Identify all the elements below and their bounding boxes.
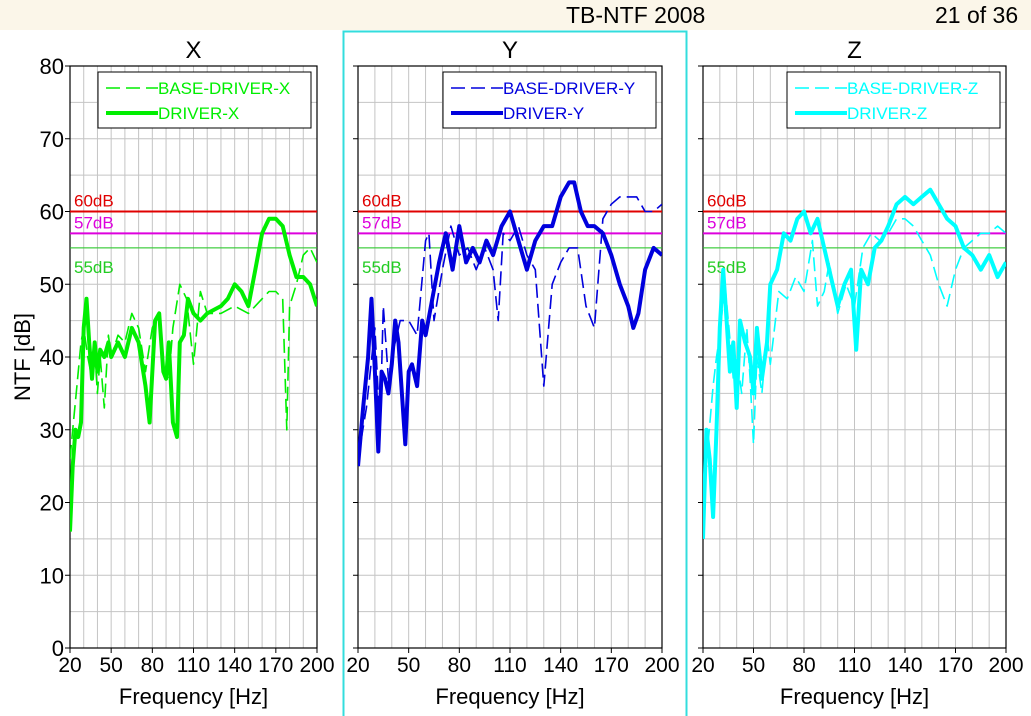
reference-label-57: 57dB bbox=[707, 213, 747, 232]
header-bar: TB-NTF 2008 21 of 36 bbox=[0, 0, 1031, 30]
y-tick-label: 10 bbox=[40, 563, 64, 588]
legend-label: BASE-DRIVER-Z bbox=[847, 79, 978, 98]
report-title: TB-NTF 2008 bbox=[566, 2, 706, 28]
x-axis-title: Frequency [Hz] bbox=[435, 684, 584, 709]
reference-label-57: 57dB bbox=[362, 213, 402, 232]
y-tick-label: 50 bbox=[40, 272, 64, 297]
chart-panel-x: 0 10 20 30 40 50 60 70 80 20 50 80 110 140 170 200 Frequ… bbox=[40, 37, 335, 709]
chart-panel-y: 20 50 80 110 140 170 200 Frequency [Hz] Y 60dB 57d… bbox=[346, 37, 679, 709]
panel-title: X bbox=[185, 37, 201, 64]
x-tick-label: 110 bbox=[177, 654, 210, 677]
legend-label: BASE-DRIVER-X bbox=[158, 79, 290, 98]
x-tick-label: 200 bbox=[644, 654, 679, 677]
legend-box bbox=[786, 71, 1001, 129]
legend-label: BASE-DRIVER-Y bbox=[503, 79, 635, 98]
page-indicator: 21 of 36 bbox=[935, 2, 1019, 28]
x-tick-label: 20 bbox=[346, 654, 369, 677]
selected-panel-frame bbox=[342, 30, 688, 716]
legend-box bbox=[442, 71, 657, 129]
x-tick-label: 140 bbox=[543, 654, 578, 677]
x-tick-label: 80 bbox=[448, 654, 471, 677]
x-tick-label: 50 bbox=[742, 654, 765, 677]
reference-label-57: 57dB bbox=[74, 213, 114, 232]
x-tick-label: 110 bbox=[838, 654, 871, 677]
reference-label-55: 55dB bbox=[74, 258, 114, 277]
panel-title: Z bbox=[847, 37, 862, 64]
x-axis-title: Frequency [Hz] bbox=[780, 684, 929, 709]
y-tick-label: 40 bbox=[40, 345, 64, 370]
y-tick-label: 30 bbox=[40, 418, 64, 443]
chart-panel-z: 20 50 80 110 140 170 200 Frequency [Hz] Z 60dB 57d… bbox=[691, 37, 1023, 709]
reference-label-60: 60dB bbox=[362, 192, 402, 211]
y-tick-label: 0 bbox=[52, 636, 64, 661]
x-axis-title: Frequency [Hz] bbox=[119, 684, 268, 709]
x-tick-label: 80 bbox=[792, 654, 815, 677]
series-line-driver-z bbox=[703, 187, 1006, 539]
y-tick-label: 70 bbox=[40, 127, 64, 152]
reference-label-60: 60dB bbox=[74, 192, 114, 211]
legend-label: DRIVER-Y bbox=[503, 104, 584, 123]
reference-label-55: 55dB bbox=[362, 258, 402, 277]
x-tick-label: 200 bbox=[988, 654, 1023, 677]
x-tick-label: 140 bbox=[217, 654, 252, 677]
reference-label-60: 60dB bbox=[707, 192, 747, 211]
x-tick-label: 140 bbox=[887, 654, 922, 677]
legend-label: DRIVER-X bbox=[158, 104, 239, 123]
panel-title: Y bbox=[502, 37, 518, 64]
y-axis-title: NTF [dB] bbox=[10, 313, 35, 401]
x-tick-label: 110 bbox=[493, 654, 526, 677]
legend-box bbox=[97, 71, 312, 129]
x-tick-label: 50 bbox=[397, 654, 420, 677]
y-tick-label: 60 bbox=[40, 200, 64, 225]
x-tick-label: 20 bbox=[58, 654, 81, 677]
x-tick-label: 170 bbox=[258, 654, 293, 677]
x-tick-label: 20 bbox=[691, 654, 714, 677]
series-line-driver-x bbox=[70, 216, 317, 532]
reference-label-55: 55dB bbox=[707, 258, 747, 277]
x-tick-label: 170 bbox=[938, 654, 973, 677]
y-tick-label: 20 bbox=[40, 491, 64, 516]
x-tick-label: 80 bbox=[141, 654, 164, 677]
x-tick-label: 200 bbox=[299, 654, 334, 677]
legend-label: DRIVER-Z bbox=[847, 104, 927, 123]
series-line-base-driver-y bbox=[358, 196, 662, 460]
x-tick-label: 170 bbox=[594, 654, 629, 677]
series-line-driver-y bbox=[358, 180, 662, 467]
x-tick-label: 50 bbox=[99, 654, 122, 677]
y-tick-label: 80 bbox=[40, 54, 64, 79]
